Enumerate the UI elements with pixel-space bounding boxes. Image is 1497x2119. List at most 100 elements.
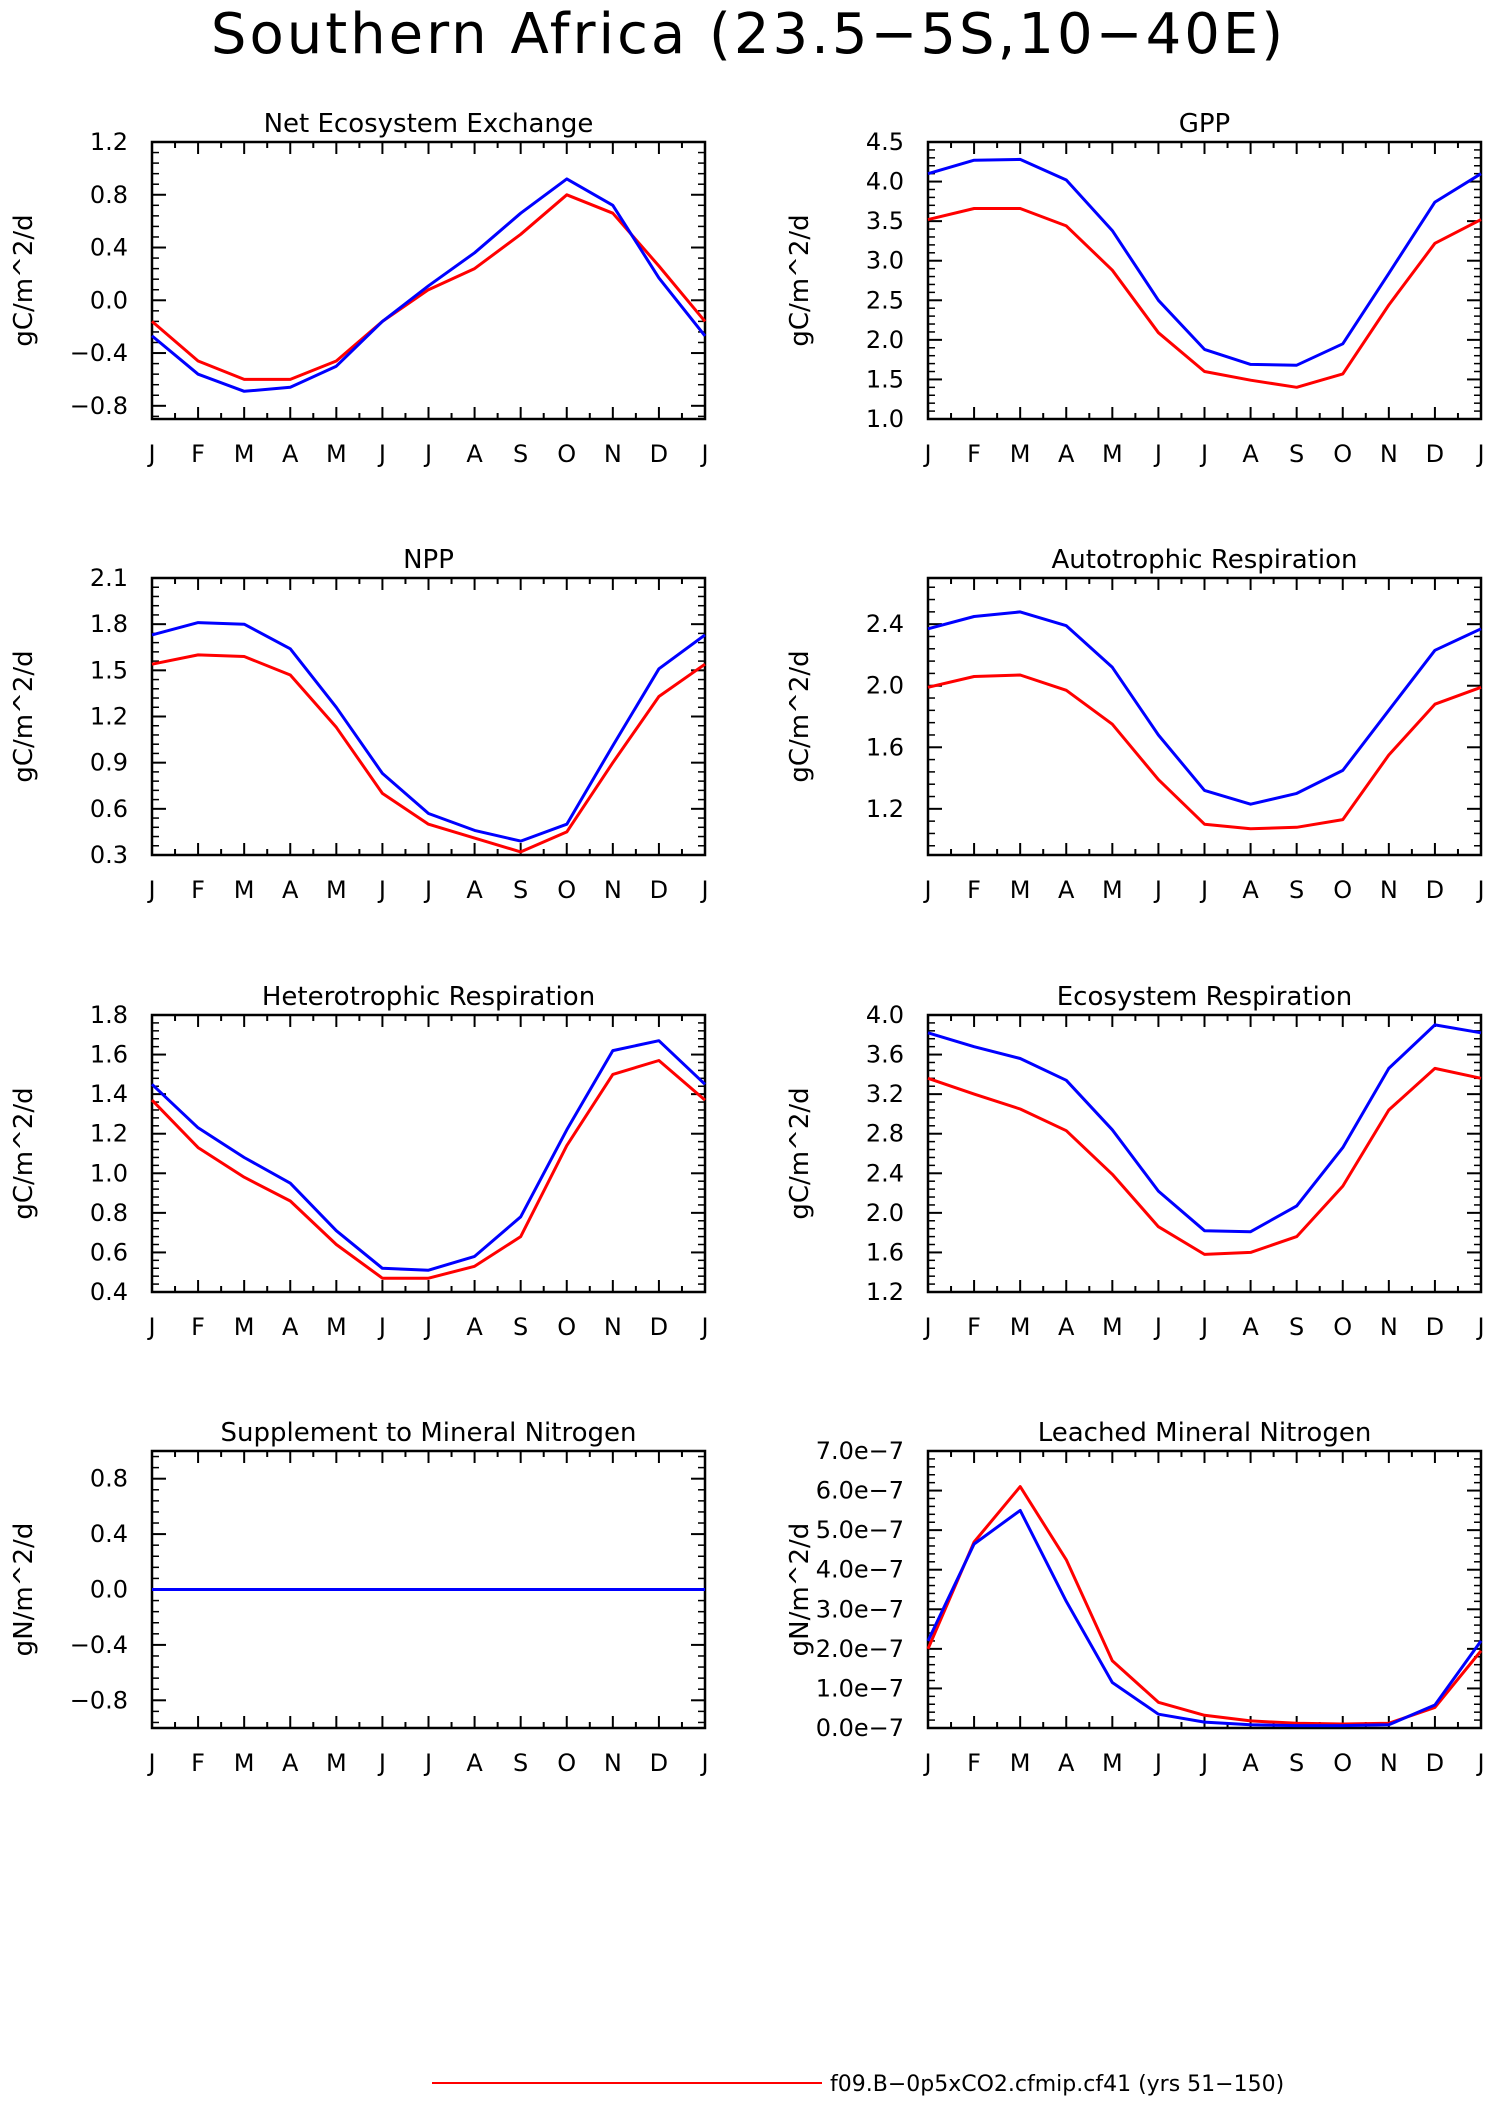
x-tick-label: J (699, 1749, 708, 1777)
x-tick-label: A (466, 440, 483, 468)
y-tick-label: 1.2 (866, 795, 904, 823)
x-tick-label: A (1058, 876, 1075, 904)
y-tick-label: 2.4 (866, 610, 904, 638)
y-tick-label: 0.8 (90, 1465, 128, 1493)
y-tick-label: 4.0 (866, 168, 904, 196)
x-tick-label: M (234, 440, 255, 468)
x-tick-label: D (650, 440, 668, 468)
x-tick-label: M (234, 876, 255, 904)
x-tick-label: O (557, 876, 576, 904)
x-tick-label: M (234, 1749, 255, 1777)
y-tick-label: 3.0e−7 (816, 1595, 904, 1623)
x-tick-label: D (650, 876, 668, 904)
y-tick-label: 1.0e−7 (816, 1674, 904, 1702)
x-tick-label: F (967, 1313, 981, 1341)
series-line-blue (927, 610, 1482, 806)
y-tick-label: 0.9 (90, 749, 128, 777)
x-tick-label: J (146, 1313, 155, 1341)
x-tick-label: J (1199, 1313, 1208, 1341)
x-tick-label: F (191, 1313, 205, 1341)
x-tick-label: M (234, 1313, 255, 1341)
x-tick-label: J (1475, 440, 1484, 468)
x-tick-label: O (1333, 876, 1352, 904)
page-title: Southern Africa (23.5−5S,10−40E) (210, 2, 1287, 67)
y-tick-label: 1.4 (90, 1080, 128, 1108)
x-tick-label: M (326, 1313, 347, 1341)
y-tick-label: 0.8 (90, 1199, 128, 1227)
x-tick-label: A (1242, 876, 1259, 904)
y-tick-label: 6.0e−7 (816, 1477, 904, 1505)
y-tick-label: −0.8 (70, 1686, 128, 1714)
y-tick-label: −0.4 (70, 1631, 128, 1659)
x-tick-label: J (377, 440, 386, 468)
x-tick-label: M (1102, 1749, 1123, 1777)
x-tick-label: S (1289, 1313, 1304, 1341)
x-tick-label: A (466, 1313, 483, 1341)
x-tick-label: D (650, 1313, 668, 1341)
x-tick-label: D (1426, 1313, 1444, 1341)
x-tick-label: M (326, 440, 347, 468)
x-tick-label: M (1102, 1313, 1123, 1341)
x-tick-label: A (282, 440, 299, 468)
y-tick-label: 4.5 (866, 128, 904, 156)
y-tick-label: −0.8 (70, 392, 128, 420)
y-tick-label: 2.4 (866, 1159, 904, 1187)
x-tick-label: M (1010, 876, 1031, 904)
y-tick-label: 0.0 (90, 286, 128, 314)
x-tick-label: A (1242, 1749, 1259, 1777)
y-tick-label: 1.6 (866, 733, 904, 761)
series-line-red (927, 207, 1482, 389)
x-tick-label: S (1289, 876, 1304, 904)
panel-title: Leached Mineral Nitrogen (1038, 1418, 1372, 1448)
x-tick-label: A (1242, 1313, 1259, 1341)
y-tick-label: 3.0 (866, 247, 904, 275)
x-tick-label: N (604, 1313, 622, 1341)
y-tick-label: 0.6 (90, 1238, 128, 1266)
x-tick-label: F (191, 876, 205, 904)
x-tick-label: J (146, 1749, 155, 1777)
x-tick-label: A (466, 876, 483, 904)
x-tick-label: J (423, 1749, 432, 1777)
x-tick-label: N (604, 440, 622, 468)
y-tick-label: 2.0 (866, 1199, 904, 1227)
x-tick-label: S (513, 876, 528, 904)
x-tick-label: J (922, 1313, 931, 1341)
y-tick-label: 0.0 (90, 1576, 128, 1604)
y-tick-label: 7.0e−7 (816, 1437, 904, 1465)
panel-title: Ecosystem Respiration (1057, 982, 1352, 1012)
y-axis-label: gC/m^2/d (785, 1087, 815, 1219)
x-tick-label: A (282, 876, 299, 904)
x-tick-label: A (282, 1313, 299, 1341)
y-tick-label: 0.6 (90, 795, 128, 823)
y-tick-label: 0.0e−7 (816, 1714, 904, 1742)
series-line-blue (151, 177, 707, 393)
x-tick-label: N (1380, 440, 1398, 468)
x-tick-label: N (1380, 1313, 1398, 1341)
y-tick-label: 1.2 (90, 128, 128, 156)
y-tick-label: 2.1 (90, 564, 128, 592)
x-tick-label: F (967, 440, 981, 468)
x-tick-label: O (557, 1749, 576, 1777)
y-axis-label: gN/m^2/d (9, 1523, 39, 1657)
x-tick-label: J (146, 876, 155, 904)
y-tick-label: 1.6 (866, 1238, 904, 1266)
y-tick-label: 2.8 (866, 1120, 904, 1148)
y-tick-label: 5.0e−7 (816, 1516, 904, 1544)
series-line-blue (151, 621, 706, 843)
x-tick-label: O (1333, 1749, 1352, 1777)
x-tick-label: J (1199, 1749, 1208, 1777)
x-tick-label: O (557, 1313, 576, 1341)
x-tick-label: F (191, 440, 205, 468)
x-tick-label: J (377, 1749, 386, 1777)
x-tick-label: J (1153, 1313, 1162, 1341)
x-tick-label: O (1333, 1313, 1352, 1341)
x-tick-label: A (282, 1749, 299, 1777)
y-tick-label: 1.0 (90, 1159, 128, 1187)
series-line-blue (926, 1508, 1483, 1728)
x-tick-label: A (1058, 1313, 1075, 1341)
y-axis-label: gN/m^2/d (785, 1523, 815, 1657)
